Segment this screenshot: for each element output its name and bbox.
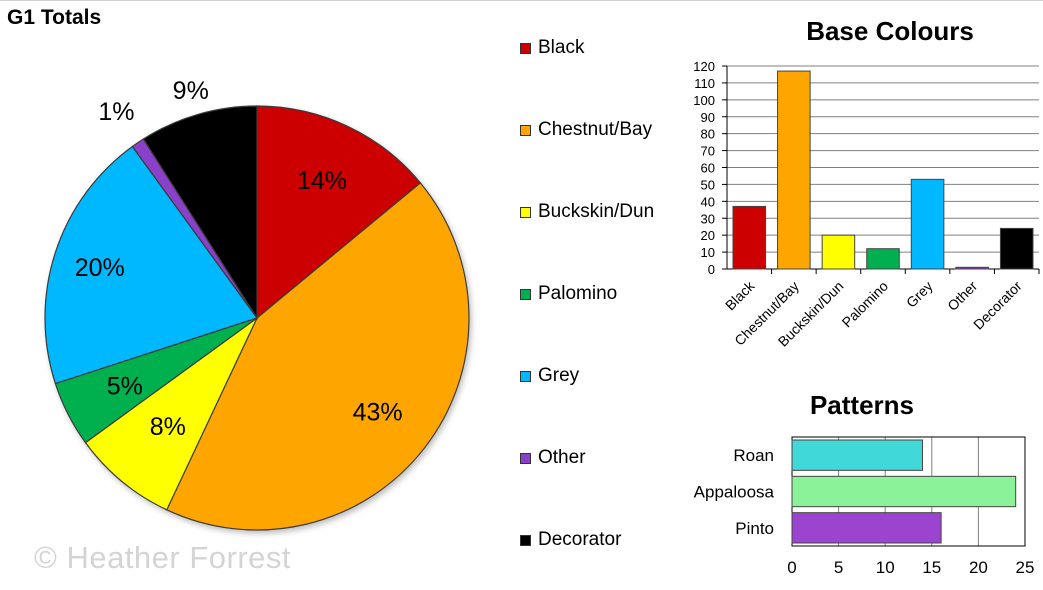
legend-swatch bbox=[520, 42, 531, 54]
copyright-watermark: © Heather Forrest bbox=[34, 540, 292, 575]
legend-label: Black bbox=[538, 37, 585, 58]
pie-chart: 14% 43% 8%5% 20% 1% 9% bbox=[44, 77, 470, 531]
legend-item-grey: Grey bbox=[520, 364, 579, 388]
legend-item-black: Black bbox=[520, 36, 584, 60]
legend-label: Decorator bbox=[538, 529, 622, 550]
pie-chart-title: G1 Totals bbox=[7, 6, 102, 29]
hbar-x-tick-label: 5 bbox=[834, 558, 843, 577]
bar-grey bbox=[910, 178, 945, 270]
hbar-chart-title: Patterns bbox=[809, 390, 915, 420]
top-border bbox=[0, 0, 1043, 1]
pie-data-label-decorator: 9% bbox=[173, 77, 209, 105]
legend-swatch bbox=[520, 288, 531, 300]
bar-y-tick-label: 70 bbox=[701, 144, 715, 159]
bar-decorator bbox=[999, 227, 1034, 270]
bar-y-tick-label: 0 bbox=[708, 262, 715, 277]
legend-swatch bbox=[520, 206, 531, 218]
pie-data-label-other: 1% bbox=[98, 98, 134, 126]
bar-y-tick-label: 40 bbox=[701, 194, 715, 209]
bar-other bbox=[955, 266, 989, 270]
bar-y-tick-label: 30 bbox=[701, 211, 715, 226]
hbar-pinto bbox=[791, 512, 942, 544]
hbar-category-label: Roan bbox=[733, 446, 774, 465]
hbar-category-label: Pinto bbox=[735, 519, 774, 538]
pie-data-label-buckskin-dun: 8% bbox=[150, 413, 186, 441]
legend-item-decorator: Decorator bbox=[520, 528, 621, 552]
hbar-roan bbox=[791, 439, 923, 471]
bar-black bbox=[732, 205, 767, 270]
hbar-x-tick-label: 25 bbox=[1016, 558, 1035, 577]
bar-y-tick-label: 120 bbox=[693, 59, 715, 74]
legend-item-palomino: Palomino bbox=[520, 282, 617, 306]
pie-slice-grey bbox=[44, 145, 258, 385]
legend-item-chestnut-bay: Chestnut/Bay bbox=[520, 118, 652, 142]
legend-label: Grey bbox=[538, 365, 580, 386]
legend-label: Other bbox=[538, 447, 586, 468]
pie-data-label-chestnut-bay: 43% bbox=[353, 399, 403, 427]
hbar-x-tick-label: 20 bbox=[969, 558, 988, 577]
legend-label: Palomino bbox=[538, 283, 618, 304]
bar-y-tick-label: 10 bbox=[701, 245, 715, 260]
bar-y-tick-label: 60 bbox=[701, 161, 715, 176]
pie-slice-buckskin-dun bbox=[84, 317, 258, 511]
pie-data-label-grey: 20% bbox=[75, 254, 125, 282]
bar-y-tick-label: 110 bbox=[694, 76, 715, 91]
bar-y-tick-label: 50 bbox=[701, 177, 715, 192]
legend-label: Buckskin/Dun bbox=[538, 201, 655, 222]
bar-palomino bbox=[866, 248, 900, 270]
legend-item-other: Other bbox=[520, 446, 586, 470]
pie-slice-chestnut-bay bbox=[165, 182, 470, 531]
legend-swatch bbox=[520, 452, 531, 464]
legend-swatch bbox=[520, 370, 531, 382]
pie-slice-black bbox=[256, 105, 422, 320]
pie-data-label-black: 14% bbox=[297, 167, 347, 195]
bar-buckskin-dun bbox=[821, 234, 856, 270]
bar-chart-title: Base Colours bbox=[806, 16, 974, 46]
bar-chestnut-bay bbox=[777, 70, 811, 270]
legend-item-buckskin-dun: Buckskin/Dun bbox=[520, 200, 654, 224]
hbar-x-tick-label: 15 bbox=[922, 558, 941, 577]
pie-slice-decorator bbox=[142, 105, 258, 321]
bar-y-tick-label: 100 bbox=[693, 93, 715, 108]
pie-data-label-palomino: 5% bbox=[107, 372, 143, 400]
bar-y-tick-label: 20 bbox=[701, 228, 715, 243]
legend-swatch bbox=[520, 534, 531, 546]
bar-y-tick-label: 90 bbox=[701, 110, 715, 125]
hbar-x-tick-label: 0 bbox=[787, 558, 796, 577]
hbar-category-label: Appaloosa bbox=[694, 483, 775, 502]
legend-label: Chestnut/Bay bbox=[538, 119, 653, 140]
hbar-x-tick-label: 10 bbox=[876, 558, 895, 577]
legend-swatch bbox=[520, 124, 531, 136]
hbar-appaloosa bbox=[791, 475, 1017, 508]
bar-y-tick-label: 80 bbox=[701, 127, 715, 142]
